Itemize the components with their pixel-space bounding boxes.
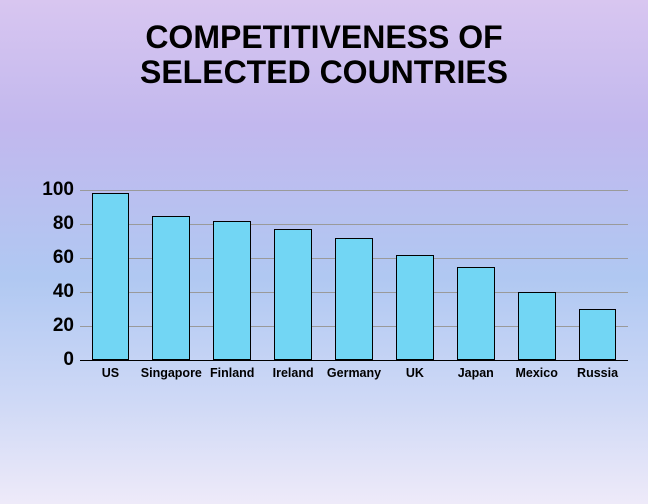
gridline	[80, 360, 628, 361]
bar	[518, 292, 556, 360]
x-axis-labels: US Singapore Finland Ireland Germany UK Japan M…	[80, 366, 628, 396]
x-category-label: Japan	[458, 366, 494, 380]
y-tick-label: 60	[30, 247, 74, 269]
bar	[92, 193, 130, 360]
x-category-label: Finland	[210, 366, 254, 380]
plot-area	[80, 190, 628, 360]
x-category-label: Germany	[327, 366, 381, 380]
y-tick-label: 100	[30, 179, 74, 201]
y-axis: 020406080100	[30, 190, 78, 360]
bar	[213, 221, 251, 360]
y-tick-label: 80	[30, 213, 74, 235]
slide-title: COMPETITIVENESS OF SELECTED COUNTRIES	[0, 20, 648, 90]
x-category-label: US	[102, 366, 119, 380]
bar	[335, 238, 373, 360]
y-tick-label: 0	[30, 349, 74, 371]
slide: COMPETITIVENESS OF SELECTED COUNTRIES 0 2…	[0, 0, 648, 504]
y-tick-label: 20	[30, 315, 74, 337]
bar	[396, 255, 434, 360]
gridline	[80, 190, 628, 191]
bar	[579, 309, 617, 360]
competitiveness-bar-chart: 020406080100 USSingaporeFinlandIrelandGe…	[30, 190, 630, 400]
x-category-label: Ireland	[273, 366, 314, 380]
x-category-label: Mexico	[515, 366, 557, 380]
x-category-label: Singapore	[141, 366, 202, 380]
x-category-label: Russia	[577, 366, 618, 380]
y-tick-label: 40	[30, 281, 74, 303]
bar	[274, 229, 312, 360]
bar	[152, 216, 190, 361]
bar	[457, 267, 495, 361]
x-category-label: UK	[406, 366, 424, 380]
